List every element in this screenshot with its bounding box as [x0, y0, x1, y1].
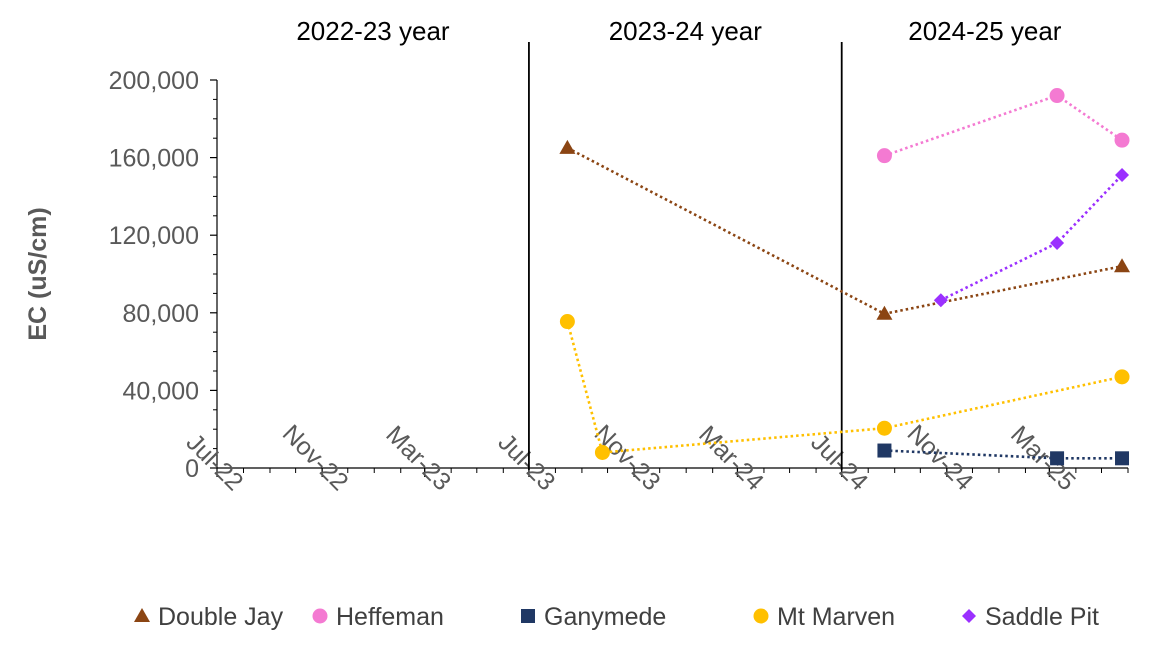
legend-item-saddle-pit: Saddle Pit [962, 603, 1099, 631]
legend-marker-ganymede [521, 609, 535, 623]
legend-label: Mt Marven [777, 603, 895, 631]
legend-marker-saddle-pit [962, 609, 976, 623]
data-point-ganymede [1050, 451, 1065, 466]
legend-marker-double-jay [134, 608, 150, 622]
y-tick-label: 40,000 [123, 377, 199, 405]
data-point-mt-marven [876, 420, 892, 436]
x-tick-label: Nov-24 [902, 419, 979, 496]
data-point-ganymede [877, 443, 892, 458]
x-tick-label: Mar-24 [693, 420, 769, 496]
period-labels: 2022-23 year 2023-24 year 2024-25 year [296, 16, 1061, 46]
x-tick-label: Mar-25 [1005, 420, 1081, 496]
legend-marker-heffeman [312, 608, 328, 624]
legend-label: Saddle Pit [985, 603, 1099, 631]
data-point-heffeman [1114, 132, 1130, 148]
data-point-heffeman [1049, 88, 1065, 104]
series-line-saddle-pit [940, 174, 1123, 302]
legend-item-heffeman: Heffeman [312, 603, 444, 631]
legend-label: Heffeman [336, 603, 444, 631]
series-heffeman [876, 88, 1130, 164]
data-point-mt-marven [594, 444, 610, 460]
data-point-double-jay [559, 139, 576, 154]
data-point-mt-marven [559, 314, 575, 330]
period-dividers [528, 42, 843, 470]
x-tick-label: Jul-23 [493, 428, 561, 496]
series-layer [559, 88, 1131, 466]
legend-item-double-jay: Double Jay [134, 603, 284, 631]
y-tick-label: 80,000 [123, 300, 199, 328]
series-saddle-pit [933, 168, 1130, 308]
y-tick-label: 160,000 [109, 145, 199, 173]
series-line-mt-marven [566, 321, 1123, 454]
period-label: 2024-25 year [908, 16, 1062, 46]
data-point-saddle-pit [933, 293, 948, 308]
x-tick-label: Nov-22 [277, 419, 354, 496]
data-point-ganymede [1115, 451, 1130, 466]
legend-marker-mt-marven [753, 608, 769, 624]
series-line-heffeman [883, 94, 1123, 157]
data-point-mt-marven [1114, 369, 1130, 385]
period-label: 2023-24 year [609, 16, 763, 46]
x-tick-label: Jul-24 [805, 428, 873, 496]
y-tick-label: 0 [185, 455, 199, 483]
data-point-saddle-pit [1115, 168, 1130, 183]
y-tick-label: 200,000 [109, 67, 199, 95]
legend-item-mt-marven: Mt Marven [753, 603, 895, 631]
data-point-heffeman [876, 148, 892, 164]
series-double-jay [559, 139, 1131, 320]
x-ticks: Jul-22 Nov-22 Mar-23 Jul-23 Nov-23 Mar-24 Jul-… [181, 419, 1129, 496]
series-line-double-jay [566, 146, 1123, 316]
legend-label: Ganymede [544, 603, 666, 631]
series-ganymede [877, 443, 1130, 466]
data-point-double-jay [876, 305, 893, 320]
data-point-double-jay [1114, 258, 1131, 273]
x-tick-label: Mar-23 [380, 420, 456, 496]
y-axis-title: EC (uS/cm) [24, 207, 52, 340]
period-label: 2022-23 year [296, 16, 450, 46]
legend-label: Double Jay [158, 603, 284, 631]
data-point-saddle-pit [1050, 235, 1065, 250]
legend-item-ganymede: Ganymede [521, 603, 666, 631]
series-mt-marven [559, 314, 1130, 460]
y-tick-label: 120,000 [109, 222, 199, 250]
y-ticks: 0 40,000 80,000 120,000 160,000 200,000 [109, 67, 217, 483]
legend: Double Jay Heffeman Ganymede Mt Marven Saddl… [134, 603, 1099, 631]
